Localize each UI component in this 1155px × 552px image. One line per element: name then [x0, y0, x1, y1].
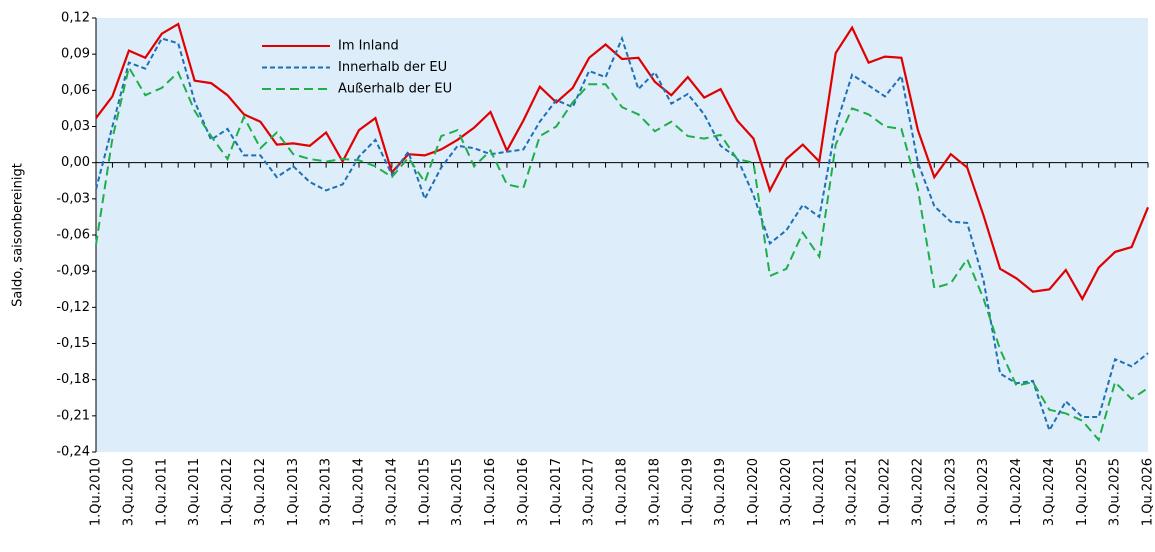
- y-tick-label: 0,09: [61, 47, 90, 62]
- x-tick-label: 1.Qu.2012: [220, 458, 235, 526]
- x-tick-label: 1.Qu.2026: [1141, 458, 1155, 526]
- y-tick-label: -0,09: [56, 264, 90, 279]
- y-axis-label: Saldo, saisonbereinigt: [11, 163, 26, 307]
- x-tick-label: 3.Qu.2014: [384, 458, 399, 526]
- y-tick-label: -0,18: [56, 372, 90, 387]
- x-tick-label: 1.Qu.2010: [89, 458, 104, 526]
- x-tick-label: 3.Qu.2010: [121, 458, 136, 526]
- x-tick-label: 1.Qu.2013: [286, 458, 301, 526]
- x-tick-label: 3.Qu.2018: [647, 458, 662, 526]
- y-tick-label: 0,00: [61, 155, 90, 170]
- x-tick-label: 3.Qu.2023: [976, 458, 991, 526]
- x-tick-label: 3.Qu.2013: [319, 458, 334, 526]
- x-tick-label: 1.Qu.2023: [943, 458, 958, 526]
- y-tick-label: -0,12: [56, 300, 90, 315]
- x-tick-label: 1.Qu.2014: [352, 458, 367, 526]
- y-tick-label: -0,15: [56, 336, 90, 351]
- x-tick-label: 1.Qu.2018: [615, 458, 630, 526]
- y-tick-label: 0,12: [61, 11, 90, 26]
- x-tick-label: 3.Qu.2012: [253, 458, 268, 526]
- x-tick-label: 3.Qu.2019: [713, 458, 728, 526]
- legend-label: Außerhalb der EU: [338, 82, 452, 97]
- x-tick-label: 1.Qu.2022: [878, 458, 893, 526]
- x-tick-label: 1.Qu.2024: [1009, 458, 1024, 526]
- x-tick-label: 3.Qu.2022: [910, 458, 925, 526]
- x-tick-label: 3.Qu.2025: [1108, 458, 1123, 526]
- y-tick-label: 0,03: [61, 119, 90, 134]
- x-tick-label: 1.Qu.2011: [154, 458, 169, 526]
- x-tick-label: 3.Qu.2017: [582, 458, 597, 526]
- y-tick-label: -0,21: [56, 408, 90, 423]
- legend-label: Im Inland: [338, 39, 399, 54]
- x-tick-label: 1.Qu.2017: [549, 458, 564, 526]
- x-tick-label: 3.Qu.2024: [1042, 458, 1057, 526]
- x-tick-label: 3.Qu.2011: [187, 458, 202, 526]
- y-tick-label: 0,06: [61, 83, 90, 98]
- legend-label: Innerhalb der EU: [338, 60, 447, 75]
- x-tick-label: 3.Qu.2020: [779, 458, 794, 526]
- x-tick-label: 1.Qu.2019: [680, 458, 695, 526]
- x-tick-label: 3.Qu.2015: [450, 458, 465, 526]
- x-tick-label: 1.Qu.2021: [812, 458, 827, 526]
- x-tick-label: 1.Qu.2015: [417, 458, 432, 526]
- y-tick-label: -0,06: [56, 228, 90, 243]
- x-tick-label: 1.Qu.2016: [483, 458, 498, 526]
- x-tick-label: 3.Qu.2021: [845, 458, 860, 526]
- x-tick-label: 1.Qu.2025: [1075, 458, 1090, 526]
- x-tick-label: 3.Qu.2016: [516, 458, 531, 526]
- x-tick-label: 1.Qu.2020: [746, 458, 761, 526]
- y-tick-label: -0,03: [56, 191, 90, 206]
- y-tick-label: -0,24: [56, 445, 90, 460]
